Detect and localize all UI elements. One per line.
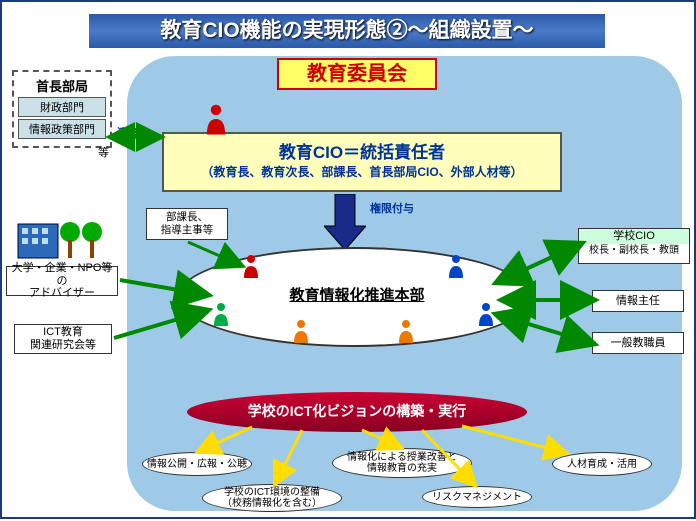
person-icon xyxy=(447,254,465,278)
sub-risk: リスクマネジメント xyxy=(422,486,532,508)
sub-hr: 人材育成・活用 xyxy=(552,452,652,476)
person-icon xyxy=(292,319,310,343)
coop-label: 連携 xyxy=(117,124,137,139)
cio-line1: 教育CIO＝統括責任者 xyxy=(164,138,560,163)
cio-box: 教育CIO＝統括責任者 （教育長、教育次長、部課長、首長部局CIO、外部人材等） xyxy=(162,132,562,192)
person-icon xyxy=(204,103,227,134)
manager-note: 部課長、 指導主事等 xyxy=(146,208,228,240)
dept-info-policy: 情報政策部門 xyxy=(18,119,106,139)
building-icon xyxy=(10,212,110,260)
sub-lesson-improve: 情報化による授業改善と 情報教育の充実 xyxy=(332,448,472,478)
advisor-box: 大学・企業・NPO等の アドバイザー xyxy=(6,266,118,296)
auth-label: 権限付与 xyxy=(370,200,414,216)
school-cio-sub: 校長・副校長・教頭 xyxy=(579,244,689,258)
person-icon xyxy=(477,302,495,326)
ict-research-box: ICT教育 関連研究会等 xyxy=(14,324,112,354)
dept-finance: 財政部門 xyxy=(18,97,106,117)
mayor-dept: 首長部局 財政部門 情報政策部門 xyxy=(12,70,112,148)
school-cio-title: 学校CIO xyxy=(579,229,689,244)
title-banner: 教育CIO機能の実現形態②～組織設置～ xyxy=(87,12,607,50)
general-staff-box: 一般教職員 xyxy=(592,332,684,354)
vision-oval: 学校のICT化ビジョンの構築・実行 xyxy=(187,392,527,432)
sub-info-disclosure: 情報公開・広報・公聴 xyxy=(142,452,252,476)
board-title: 教育委員会 xyxy=(277,58,437,90)
person-icon xyxy=(397,319,415,343)
mayor-title: 首長部局 xyxy=(18,76,106,95)
center-label: 教育情報化推進本部 xyxy=(262,284,452,305)
person-icon xyxy=(212,302,230,326)
person-icon xyxy=(242,254,260,278)
sub-ict-env: 学校のICT環境の整備 （校務情報化を含む） xyxy=(202,484,342,512)
auth-arrow-icon xyxy=(324,194,366,252)
school-cio-box: 学校CIO 校長・副校長・教頭 xyxy=(578,228,690,264)
etc-label: 等 xyxy=(98,144,109,160)
info-chief-box: 情報主任 xyxy=(592,290,684,312)
cio-line2: （教育長、教育次長、部課長、首長部局CIO、外部人材等） xyxy=(164,163,560,180)
